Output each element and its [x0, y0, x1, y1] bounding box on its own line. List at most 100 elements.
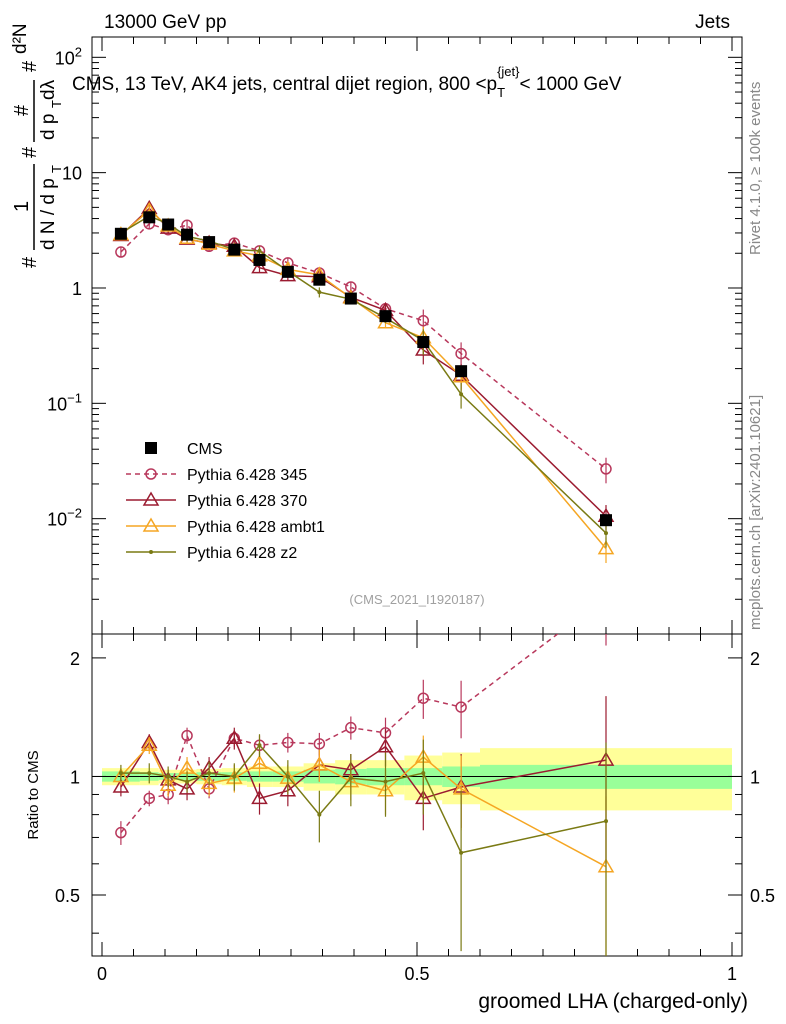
- pythia-6-428-ambt1-ratio-point: [200, 774, 218, 790]
- pythia-6-428-z2-ratio-point: [383, 779, 388, 784]
- y-tick-label-ratio: 1: [70, 767, 80, 787]
- legend-label-cms: CMS: [187, 441, 223, 458]
- pythia-6-428-345-ratio-point: [313, 738, 326, 750]
- svg-text:d²N: d²N: [10, 23, 31, 54]
- pythia-6-428-345-ratio-point: [181, 729, 193, 742]
- y-tick-label-ratio: 0.5: [55, 886, 80, 906]
- y-tick-label-main: 10−2: [47, 506, 82, 530]
- legend-marker-pythia-6-428-z2: [149, 550, 153, 554]
- header-right: Jets: [695, 12, 730, 33]
- pythia-6-428-345-ratio-point: [115, 826, 127, 839]
- pythia-6-428-z2-ratio-point: [147, 771, 152, 776]
- y-tick-label-main: 10: [62, 164, 82, 184]
- pythia-6-428-345-ratio-point: [601, 592, 611, 602]
- pythia-6-428-z2-ratio-point: [207, 771, 212, 776]
- pythia-6-428-z2-point: [317, 290, 322, 295]
- pythia-6-428-ambt1-ratio-point: [311, 756, 328, 771]
- pythia-6-428-370-ratio-point: [225, 729, 243, 745]
- y-tick-label-ratio-right: 0.5: [750, 886, 775, 906]
- pythia-6-428-345-point: [455, 347, 467, 360]
- cms-point: [455, 365, 468, 378]
- pythia-6-428-z2-ratio-point: [257, 743, 262, 748]
- pythia-6-428-z2-ratio-point: [118, 771, 123, 776]
- legend-label-pythia-6-428-345: Pythia 6.428 345: [187, 467, 307, 484]
- cms-point: [181, 228, 194, 241]
- rivet-version-label: Rivet 4.1.0, ≥ 100k events: [747, 82, 764, 255]
- legend-marker-cms: [145, 442, 157, 454]
- axis-ticks: [92, 37, 742, 956]
- x-tick-label: 0: [97, 964, 107, 984]
- cms-point: [417, 336, 430, 349]
- cms-point: [228, 243, 241, 256]
- pythia-6-428-z2-ratio-point: [317, 812, 322, 817]
- y-tick-label-main: 10−1: [47, 390, 82, 414]
- pythia-6-428-ambt1-ratio-point: [159, 776, 177, 791]
- pythia-6-428-z2-line: [120, 215, 607, 534]
- pythia-6-428-370-ratio-point: [251, 789, 268, 805]
- legend: CMS Pythia 6.428 345 Pythia 6.428 370 Pythi…: [126, 441, 325, 562]
- pythia-6-428-370-ratio-point: [377, 738, 394, 753]
- cms-point: [379, 310, 392, 323]
- pythia-6-428-345-ratio-point: [417, 692, 430, 704]
- cms-point: [114, 227, 127, 240]
- svg-text:T: T: [49, 100, 64, 108]
- cms-point: [344, 292, 357, 305]
- y-tick-label-ratio: 2: [70, 649, 80, 669]
- pythia-6-428-z2-ratio-point: [348, 776, 353, 781]
- pythia-6-428-370-ratio-point: [178, 780, 196, 795]
- pythia-6-428-345-ratio-point: [143, 792, 155, 805]
- svg-text:#: #: [19, 146, 41, 158]
- pythia-6-428-z2-point: [257, 248, 262, 253]
- svg-text:dλ: dλ: [38, 79, 59, 100]
- pythia-6-428-345-ratio-point: [282, 736, 294, 749]
- cms-point: [203, 236, 216, 249]
- pythia-6-428-345-point: [115, 246, 127, 258]
- analysis-watermark: (CMS_2021_I1920187): [349, 592, 484, 607]
- cms-point: [162, 218, 175, 231]
- svg-text:1: 1: [11, 201, 33, 212]
- y-tick-label-ratio-right: 2: [750, 649, 760, 669]
- svg-text:#: #: [19, 256, 41, 268]
- pythia-6-428-370-ratio-point: [112, 778, 130, 793]
- pythia-6-428-ambt1-ratio-point: [140, 736, 158, 752]
- svg-text:d N / d p: d N / d p: [38, 178, 59, 250]
- legend-label-pythia-6-428-370: Pythia 6.428 370: [187, 493, 307, 510]
- pythia-6-428-345-point: [417, 314, 430, 327]
- cms-point: [253, 253, 266, 266]
- cms-point: [313, 273, 326, 286]
- pythia-6-428-370-point: [414, 341, 432, 356]
- cms-point: [143, 211, 156, 224]
- x-axis-label: groomed LHA (charged-only): [478, 990, 748, 1013]
- main-series-group: [112, 199, 615, 564]
- pythia-6-428-z2-ratio-point: [166, 774, 171, 779]
- pythia-6-428-345-point: [600, 463, 612, 475]
- header-left: 13000 GeV pp: [104, 12, 227, 33]
- pythia-6-428-ambt1-ratio-point: [251, 754, 268, 770]
- ratio-series-group: [112, 592, 615, 956]
- pythia-6-428-z2-ratio-point: [421, 771, 426, 776]
- cms-point: [600, 514, 612, 527]
- pythia-6-428-z2-ratio-point: [185, 779, 190, 784]
- pythia-6-428-z2-point: [459, 392, 464, 397]
- pythia-6-428-z2-ratio-point: [604, 819, 608, 824]
- pythia-6-428-z2-point: [604, 531, 608, 536]
- pythia-6-428-370-ratio-point: [279, 782, 297, 797]
- svg-text:T: T: [49, 165, 64, 173]
- main-y-axis-label: # 1 d N / d p T # # d p T dλ # d²N: [10, 23, 64, 268]
- data-series: [112, 199, 615, 956]
- legend-marker-pythia-6-428-345: [145, 468, 157, 480]
- cms-point: [281, 265, 294, 278]
- pythia-6-428-z2-ratio-point: [285, 774, 290, 779]
- pythia-6-428-z2-ratio-point: [232, 774, 237, 779]
- legend-label-pythia-6-428-z2: Pythia 6.428 z2: [187, 545, 297, 562]
- x-tick-label: 1: [727, 964, 737, 984]
- svg-text:d p: d p: [38, 114, 59, 140]
- svg-text:#: #: [11, 104, 33, 116]
- x-tick-label: 0.5: [404, 964, 429, 984]
- y-tick-label-ratio-right: 1: [750, 767, 760, 787]
- pythia-6-428-345-line: [120, 222, 607, 470]
- ratio-y-axis-label: Ratio to CMS: [25, 750, 42, 839]
- pythia-6-428-ambt1-point: [597, 540, 615, 555]
- tick-labels: 0 0.5 1 10−2 10−1 1 10 102 0.5 0.5 1 1 2 2: [47, 44, 775, 984]
